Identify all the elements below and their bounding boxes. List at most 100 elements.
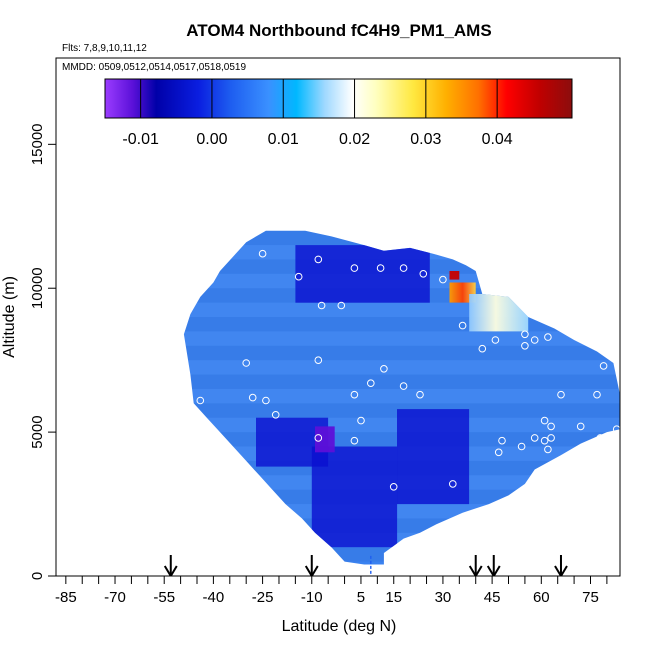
observation-marker <box>544 445 552 454</box>
observation-marker <box>367 379 375 388</box>
x-tick-label: -40 <box>203 589 225 606</box>
curtain-stripe <box>183 403 620 418</box>
observation-marker <box>530 336 539 344</box>
region-pale <box>469 294 529 332</box>
x-tick-label: 45 <box>484 589 501 606</box>
observation-marker <box>596 434 605 442</box>
region-high <box>449 282 476 303</box>
x-tick-label: 60 <box>533 589 550 606</box>
colorbar-tick-label: 0.03 <box>410 131 441 148</box>
curtain-stripe <box>183 360 620 375</box>
x-tick-label: -25 <box>252 589 274 606</box>
observation-marker <box>517 442 526 451</box>
observation-marker <box>350 390 359 399</box>
colorbar-ticks: -0.01 0.00 0.01 0.02 0.03 0.04 <box>122 79 513 148</box>
observation-marker <box>242 359 250 367</box>
curtain-stripe <box>183 388 620 404</box>
observation-marker <box>612 425 620 433</box>
observation-marker <box>439 275 447 284</box>
observation-marker <box>357 416 365 425</box>
colorbar-tick-label: -0.01 <box>122 131 159 148</box>
curtain-stripe <box>56 216 620 230</box>
chart-subtitle-dates: MMDD: 0509,0512,0514,0517,0518,0519 <box>62 62 246 73</box>
observation-marker <box>419 270 428 278</box>
x-tick-label: -70 <box>104 589 126 606</box>
flight-arrow-head <box>163 565 178 576</box>
colorbar-tick-label: 0.04 <box>482 131 513 148</box>
flight-arrow-head <box>304 565 319 576</box>
x-tick-label: 5 <box>357 589 365 606</box>
x-tick-label: -10 <box>301 589 323 606</box>
flight-arrow-head <box>468 565 483 576</box>
chart-title: ATOM4 Northbound fC4H9_PM1_AMS <box>186 21 491 40</box>
x-tick-label: 15 <box>385 589 402 606</box>
observation-marker <box>547 434 555 442</box>
chart-subtitle-flights: Flts: 7,8,9,10,11,12 <box>62 43 147 54</box>
observation-marker <box>498 436 506 445</box>
observation-marker <box>599 362 608 370</box>
region-low <box>295 245 430 303</box>
curtain-stripe <box>183 374 620 389</box>
observation-marker <box>557 390 565 399</box>
colorbar-tick-label: 0.00 <box>196 131 227 148</box>
observation-marker <box>576 422 585 431</box>
observation-marker <box>521 330 529 339</box>
observation-marker <box>258 249 267 258</box>
plot-frame <box>55 57 621 577</box>
flight-arrow-head <box>486 565 501 576</box>
observation-marker <box>399 382 408 390</box>
x-tick-label: -55 <box>153 589 175 606</box>
observation-marker <box>337 301 346 310</box>
observation-marker <box>416 390 424 399</box>
curtain-stripe <box>183 230 620 246</box>
observation-marker <box>350 436 359 445</box>
observation-marker <box>540 416 549 425</box>
observation-marker <box>494 448 503 457</box>
observation-marker <box>294 272 303 281</box>
observation-marker <box>262 396 270 405</box>
flight-arrow-head <box>554 565 568 576</box>
colorbar-gradient <box>104 78 573 119</box>
curtain-stripe <box>183 331 620 346</box>
region-low <box>397 409 470 505</box>
x-tick-label: -85 <box>55 589 77 606</box>
plot-area <box>56 216 620 576</box>
observation-marker <box>449 480 457 488</box>
observation-marker <box>547 422 555 431</box>
observation-marker <box>389 483 398 491</box>
y-tick-label: 10000 <box>29 267 46 309</box>
observation-marker <box>478 344 487 353</box>
x-axis-label: Latitude (deg N) <box>282 618 397 635</box>
region-very_high <box>449 271 460 280</box>
curtain-stripe <box>183 547 620 562</box>
observation-marker <box>380 365 388 373</box>
y-axis: 0 5000 10000 15000 <box>29 123 56 580</box>
observation-marker <box>544 333 552 341</box>
curtain-stripe <box>183 317 620 332</box>
x-tick-label: 75 <box>582 589 599 606</box>
y-tick-label: 15000 <box>29 123 46 165</box>
region-very_low <box>315 426 335 453</box>
observation-marker <box>314 255 323 264</box>
observation-marker <box>248 393 257 402</box>
observation-marker <box>557 321 565 330</box>
y-axis-label: Altitude (m) <box>1 276 18 358</box>
observation-marker <box>458 321 467 330</box>
colorbar-tick-label: 0.02 <box>339 131 370 148</box>
observation-marker <box>399 264 408 272</box>
x-axis: -85 -70 -55 -40 -25 -10 5 15 30 45 60 75 <box>55 576 608 606</box>
observation-marker <box>540 436 549 445</box>
observation-marker <box>491 336 500 344</box>
observation-marker <box>376 264 385 272</box>
observation-marker <box>314 356 323 365</box>
observation-marker <box>593 390 601 399</box>
observation-marker <box>530 434 539 442</box>
observation-marker <box>271 411 280 419</box>
y-tick-label: 5000 <box>29 415 46 448</box>
observation-marker <box>317 301 326 310</box>
y-tick-label: 0 <box>29 572 46 580</box>
observation-marker <box>170 324 178 333</box>
colorbar: -0.01 0.00 0.01 0.02 0.03 0.04 <box>104 78 573 148</box>
observation-marker <box>350 264 359 272</box>
